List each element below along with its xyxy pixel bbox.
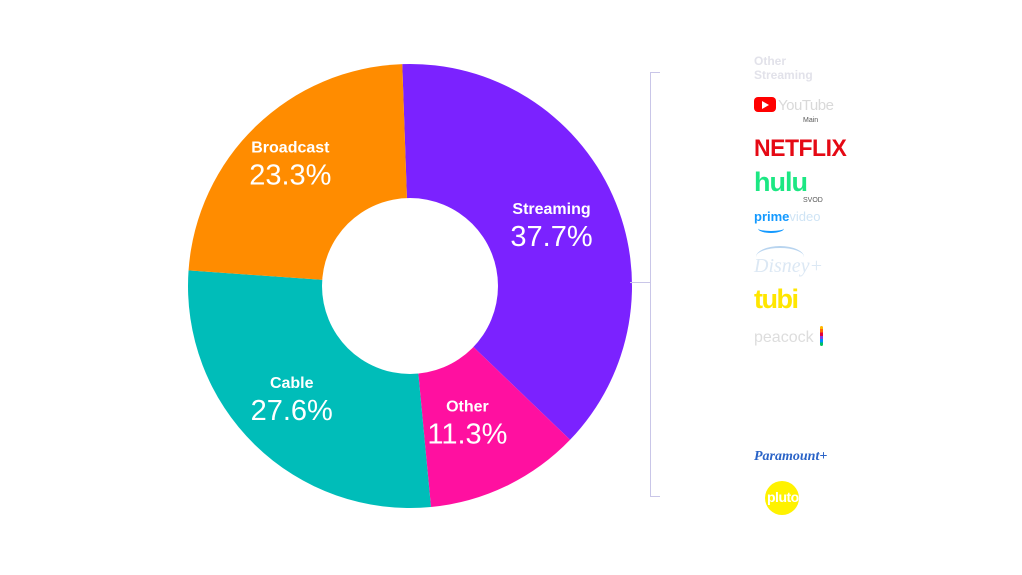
slice-value-other: 11.3% <box>427 419 507 451</box>
slice-streaming <box>402 64 632 440</box>
slice-label-streaming: Streaming <box>512 201 590 218</box>
tv-wordmark: tv <box>798 490 806 499</box>
hulu-sublabel: SVOD <box>803 197 823 204</box>
slice-value-cable: 27.6% <box>251 395 333 427</box>
slice-label-other: Other <box>446 399 489 416</box>
peacock-dots-icon <box>820 326 823 346</box>
disney-arc-icon <box>756 246 804 268</box>
streaming-bracket <box>650 72 660 497</box>
pluto-tv-logo: plutotv <box>767 489 805 505</box>
slice-value-streaming: 37.7% <box>510 221 592 253</box>
hulu-logo: hulu <box>754 167 808 197</box>
bracket-connector <box>630 282 650 283</box>
slice-labels: Streaming 37.7% Other 11.3% Cable 27.6% Broadc… <box>249 139 592 450</box>
slice-label-cable: Cable <box>270 375 314 392</box>
video-wordmark: video <box>789 209 821 224</box>
youtube-sublabel: Main <box>803 117 819 124</box>
peacock-logo: peacock <box>754 329 814 346</box>
youtube-logo: YouTube <box>754 97 834 114</box>
disney-plus-logo: Disney+ <box>754 255 824 277</box>
pluto-wordmark: pluto <box>767 489 799 505</box>
tubi-logo: tubi <box>754 284 799 314</box>
youtube-wordmark: YouTube <box>778 97 834 114</box>
prime-wordmark: prime <box>754 209 790 224</box>
prime-smile-icon <box>758 224 784 233</box>
paramount-plus-logo: Paramount+ <box>754 449 828 464</box>
legend-title: Other Streaming <box>754 54 813 82</box>
donut-hole <box>322 198 498 374</box>
netflix-logo: NETFLIX <box>754 134 847 162</box>
prime-video-logo: primevideo <box>754 209 820 224</box>
youtube-play-icon <box>754 97 776 112</box>
slice-value-broadcast: 23.3% <box>249 159 331 191</box>
slice-label-broadcast: Broadcast <box>251 139 330 156</box>
pluto-tv-badge-icon <box>765 481 799 515</box>
